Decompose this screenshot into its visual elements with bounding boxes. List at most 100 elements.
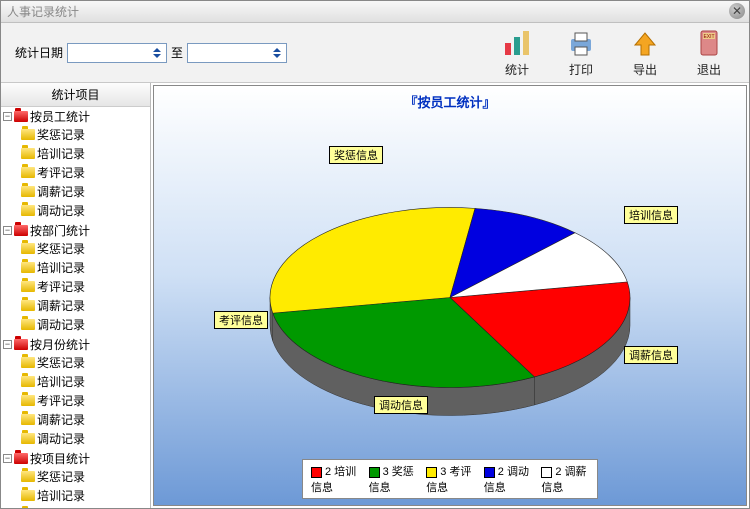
exit-button[interactable]: EXIT 退出 <box>679 27 739 78</box>
legend-item: 3 奖惩信息 <box>369 463 417 495</box>
legend: 2 培训信息3 奖惩信息3 考评信息2 调动信息2 调薪信息 <box>302 459 598 499</box>
tree-item-label: 奖惩记录 <box>37 126 85 143</box>
tree-group[interactable]: − 按项目统计 <box>1 450 150 467</box>
tree-group[interactable]: − 按月份统计 <box>1 336 150 353</box>
chart-panel: 『按员工统计』 培训信息奖惩信息考评信息调动信息调薪信息 2 培训信息3 奖惩信… <box>153 85 747 506</box>
tree-group-label: 按月份统计 <box>30 336 90 353</box>
folder-icon <box>21 433 35 444</box>
folder-icon <box>21 471 35 482</box>
tree-item[interactable]: 调动记录 <box>1 316 150 333</box>
folder-icon <box>14 225 28 236</box>
tree-item-label: 培训记录 <box>37 487 85 504</box>
export-button[interactable]: 导出 <box>615 27 675 78</box>
folder-icon <box>21 300 35 311</box>
tree-item-label: 调薪记录 <box>37 297 85 314</box>
titlebar: 人事记录统计 ✕ <box>1 1 749 23</box>
tree-item-label: 考评记录 <box>37 392 85 409</box>
stat-button[interactable]: 统计 <box>487 27 547 78</box>
folder-icon <box>14 339 28 350</box>
tree-item-label: 考评记录 <box>37 278 85 295</box>
folder-icon <box>21 167 35 178</box>
tree-item[interactable]: 考评记录 <box>1 278 150 295</box>
stat-icon <box>501 27 533 59</box>
folder-icon <box>21 376 35 387</box>
print-button[interactable]: 打印 <box>551 27 611 78</box>
spinner-icon[interactable] <box>270 47 284 59</box>
tree-item[interactable]: 培训记录 <box>1 373 150 390</box>
folder-icon <box>21 414 35 425</box>
tree-header: 统计项目 <box>1 83 150 107</box>
close-icon[interactable]: ✕ <box>729 3 745 19</box>
legend-item: 2 调薪信息 <box>541 463 589 495</box>
folder-icon <box>21 490 35 501</box>
pie-slice <box>270 207 475 313</box>
folder-icon <box>21 281 35 292</box>
folder-icon <box>21 262 35 273</box>
pie-chart <box>235 162 665 445</box>
folder-icon <box>21 319 35 330</box>
date-to-input[interactable] <box>187 43 287 63</box>
folder-icon <box>21 129 35 140</box>
window-title: 人事记录统计 <box>7 3 79 20</box>
print-icon <box>565 27 597 59</box>
date-from-input[interactable] <box>67 43 167 63</box>
date-label: 统计日期 <box>15 44 63 61</box>
legend-item: 3 考评信息 <box>426 463 474 495</box>
spinner-icon[interactable] <box>150 47 164 59</box>
tree-item[interactable]: 奖惩记录 <box>1 468 150 485</box>
tree-item[interactable]: 调薪记录 <box>1 297 150 314</box>
to-label: 至 <box>171 44 183 61</box>
svg-text:EXIT: EXIT <box>703 34 714 40</box>
tree-item[interactable]: 调薪记录 <box>1 411 150 428</box>
tree-item[interactable]: 考评记录 <box>1 164 150 181</box>
slice-label: 培训信息 <box>624 206 678 224</box>
window: 人事记录统计 ✕ 统计日期 至 统计 打印 <box>0 0 750 509</box>
collapse-icon[interactable]: − <box>3 112 12 121</box>
tree-item[interactable]: 调动记录 <box>1 430 150 447</box>
folder-icon <box>21 186 35 197</box>
tree-item-label: 调动记录 <box>37 430 85 447</box>
tree-item-label: 奖惩记录 <box>37 468 85 485</box>
slice-label: 调薪信息 <box>624 346 678 364</box>
folder-icon <box>14 111 28 122</box>
tree-item[interactable]: 考评记录 <box>1 506 150 508</box>
tree-group-label: 按员工统计 <box>30 108 90 125</box>
folder-icon <box>21 357 35 368</box>
folder-icon <box>14 453 28 464</box>
exit-icon: EXIT <box>693 27 725 59</box>
tree-item-label: 调动记录 <box>37 316 85 333</box>
tree-item-label: 培训记录 <box>37 259 85 276</box>
tree-item[interactable]: 培训记录 <box>1 487 150 504</box>
slice-label: 考评信息 <box>214 311 268 329</box>
collapse-icon[interactable]: − <box>3 454 12 463</box>
tree-item-label: 考评记录 <box>37 164 85 181</box>
tree-item[interactable]: 调薪记录 <box>1 183 150 200</box>
collapse-icon[interactable]: − <box>3 226 12 235</box>
slice-label: 调动信息 <box>374 396 428 414</box>
folder-icon <box>21 243 35 254</box>
tree-group[interactable]: − 按部门统计 <box>1 222 150 239</box>
tree-group[interactable]: − 按员工统计 <box>1 108 150 125</box>
tree-item[interactable]: 奖惩记录 <box>1 126 150 143</box>
tree-item[interactable]: 奖惩记录 <box>1 354 150 371</box>
tree-item-label: 培训记录 <box>37 373 85 390</box>
tree-item[interactable]: 奖惩记录 <box>1 240 150 257</box>
tree-item-label: 奖惩记录 <box>37 240 85 257</box>
tree-item[interactable]: 培训记录 <box>1 145 150 162</box>
tree-item-label: 调薪记录 <box>37 183 85 200</box>
tree-panel: 统计项目 − 按员工统计 奖惩记录 培训记录 考评记录 调薪记录 调动记录 − … <box>1 83 151 508</box>
tree: − 按员工统计 奖惩记录 培训记录 考评记录 调薪记录 调动记录 − 按部门统计… <box>1 107 150 508</box>
tree-item-label: 奖惩记录 <box>37 354 85 371</box>
collapse-icon[interactable]: − <box>3 340 12 349</box>
tree-item[interactable]: 调动记录 <box>1 202 150 219</box>
tree-item-label: 培训记录 <box>37 145 85 162</box>
tree-item[interactable]: 培训记录 <box>1 259 150 276</box>
tree-group-label: 按部门统计 <box>30 222 90 239</box>
tree-item-label: 调动记录 <box>37 202 85 219</box>
body: 统计项目 − 按员工统计 奖惩记录 培训记录 考评记录 调薪记录 调动记录 − … <box>1 83 749 508</box>
folder-icon <box>21 205 35 216</box>
tree-item-label: 考评记录 <box>37 506 85 508</box>
slice-label: 奖惩信息 <box>329 146 383 164</box>
tree-item[interactable]: 考评记录 <box>1 392 150 409</box>
legend-item: 2 调动信息 <box>484 463 532 495</box>
